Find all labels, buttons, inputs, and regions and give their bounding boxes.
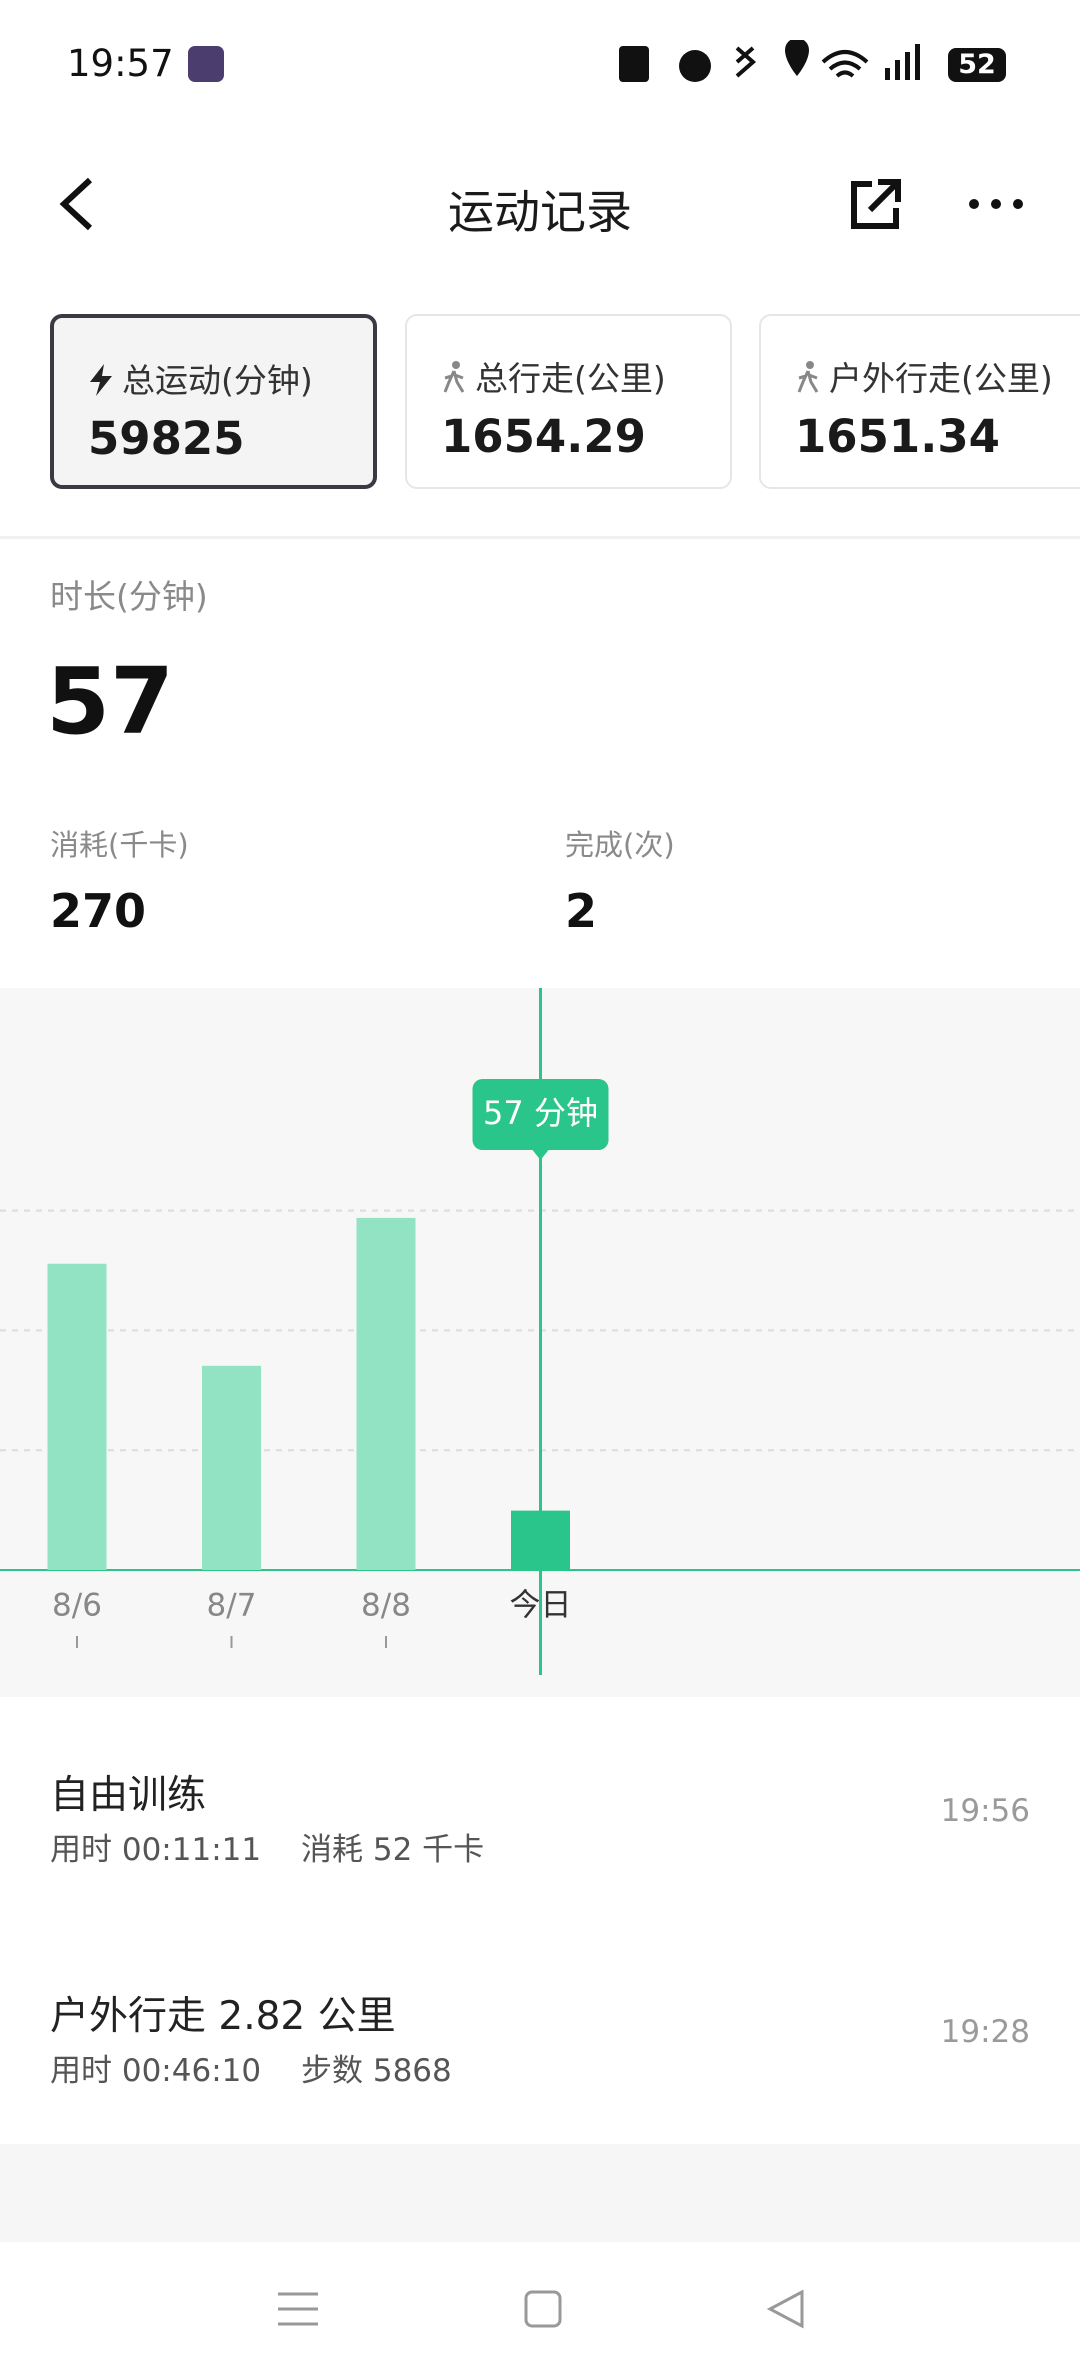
record-time: 19:28	[940, 2014, 1030, 2050]
card-value: 1651.34	[795, 410, 1000, 463]
menu-button[interactable]	[278, 2292, 318, 2326]
bar	[356, 1217, 416, 1570]
back-nav-button[interactable]	[766, 2289, 804, 2329]
back-button[interactable]	[52, 176, 102, 232]
nav-bar	[278, 2289, 804, 2329]
tooltip-pointer	[532, 1150, 549, 1160]
bar	[202, 1365, 261, 1570]
value-label: 57 分钟	[483, 1094, 598, 1132]
divider	[0, 536, 1080, 539]
duration-label: 时长(分钟)	[50, 577, 208, 616]
card-value: 59825	[88, 412, 245, 465]
summary-card[interactable]: 户外行走(公里) 1651.34	[759, 314, 1080, 489]
tooltip	[472, 1079, 609, 1150]
record-duration: 用时 00:11:11	[50, 1832, 262, 1868]
record-time: 19:56	[940, 1793, 1030, 1829]
duration-value: 57	[46, 648, 175, 755]
spacer	[0, 2144, 1080, 2242]
summary-card[interactable]: 总运动(分钟) 59825	[50, 314, 377, 489]
card-label: 总行走(公里)	[475, 359, 666, 398]
calories-label: 消耗(千卡)	[50, 828, 189, 862]
calories-value: 270	[50, 884, 147, 938]
status-time: 19:57	[67, 42, 174, 85]
card-label: 总运动(分钟)	[122, 361, 313, 400]
bar	[47, 1263, 107, 1570]
x-tick-label: 8/7	[207, 1588, 257, 1624]
page-title: 运动记录	[448, 185, 632, 239]
x-tick-label: 8/8	[361, 1588, 411, 1624]
completed-label: 完成(次)	[565, 828, 675, 862]
card-label: 户外行走(公里)	[829, 359, 1053, 398]
record-detail: 消耗 52 千卡	[301, 1832, 485, 1868]
share-button[interactable]	[848, 176, 904, 232]
completed-value: 2	[565, 884, 598, 938]
record-title: 户外行走 2.82 公里	[50, 1994, 396, 2039]
card-value: 1654.29	[441, 410, 646, 463]
record-detail: 步数 5868	[301, 2053, 452, 2089]
summary-card[interactable]: 总行走(公里) 1654.29	[405, 314, 732, 489]
record-duration: 用时 00:46:10	[50, 2053, 262, 2089]
x-tick-label: 8/6	[52, 1588, 102, 1624]
more-button[interactable]	[966, 190, 1026, 220]
app-icon	[188, 46, 224, 82]
status-icons	[619, 40, 920, 82]
home-button[interactable]	[524, 2290, 562, 2328]
record-title: 自由训练	[50, 1773, 207, 1818]
battery: 52	[948, 48, 1006, 82]
